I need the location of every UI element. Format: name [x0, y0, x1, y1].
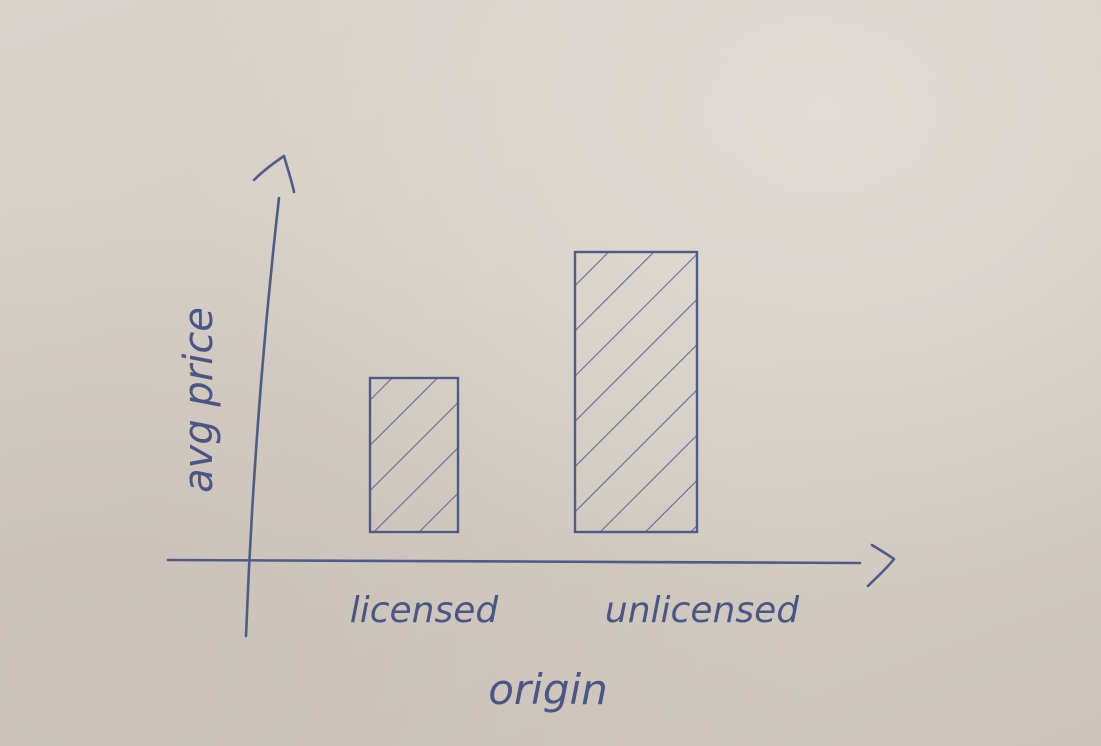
bars-group — [368, 250, 699, 534]
bar-licensed — [368, 376, 460, 534]
x-axis — [166, 543, 896, 588]
bar-unlicensed — [573, 250, 699, 534]
y-axis — [244, 154, 296, 638]
x-axis-label: origin — [488, 665, 608, 714]
x-tick-label-unlicensed: unlicensed — [605, 590, 800, 631]
x-tick-labels: licensed unlicensed — [350, 590, 800, 631]
x-tick-label-licensed: licensed — [350, 590, 500, 631]
y-axis-label: avg price — [176, 307, 222, 493]
